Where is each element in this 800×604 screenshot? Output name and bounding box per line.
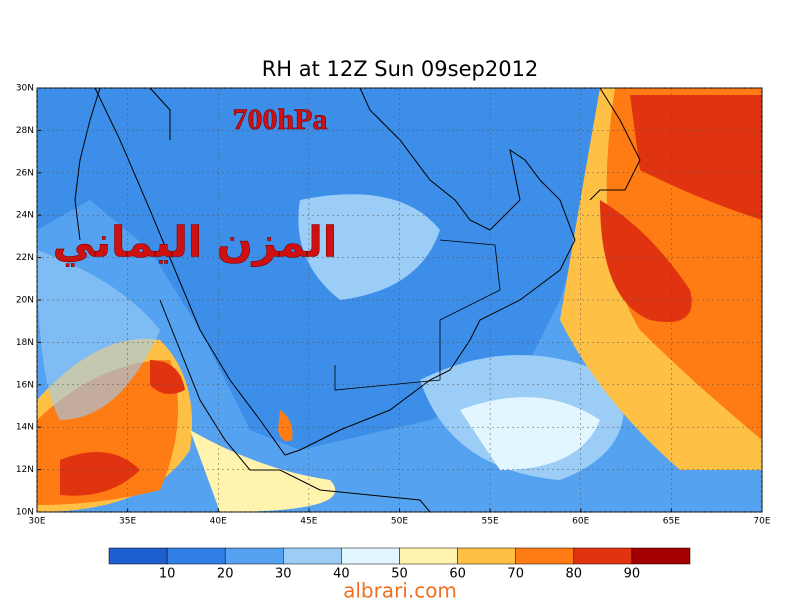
arabic-label: المزن اليماني [53,218,337,268]
lon-label: 30E [28,517,45,527]
lat-label: 16N [16,380,34,390]
colorbar-label: 20 [217,567,234,582]
footer: albrari.com [343,579,457,601]
lon-label: 65E [663,517,680,527]
colorbar-label: 30 [275,567,292,582]
colorbar-swatch [108,547,168,565]
colorbar-swatch [573,547,633,565]
colorbar-swatch [515,547,575,565]
colorbar-swatch [399,547,458,565]
lon-label: 45E [300,517,317,527]
lat-label: 30N [16,84,34,94]
lon-label: 50E [391,517,408,527]
colorbar-label: 90 [624,567,641,582]
lat-label: 20N [16,296,34,306]
colorbar-swatch [341,547,400,565]
colorbar-swatch [457,547,516,565]
title: RH at 12Z Sun 09sep2012 [262,57,539,81]
lat-label: 22N [16,253,34,263]
colorbar-swatch [166,547,226,565]
lon-label: 70E [753,517,770,527]
lat-label: 14N [16,423,34,433]
lat-label: 26N [16,168,34,178]
lat-label: 12N [16,465,34,475]
level-label: 700hPa [232,103,327,136]
colorbar-label: 50 [391,567,408,582]
colorbar-label: 80 [566,567,583,582]
lat-label: 24N [16,211,34,221]
lon-label: 55E [482,517,499,527]
lat-label: 28N [16,126,34,136]
colorbar-label: 10 [159,567,176,582]
colorbar-label: 70 [507,567,524,582]
colorbar-swatch [224,547,284,565]
lat-label: 18N [16,338,34,348]
lon-label: 35E [119,517,136,527]
colorbar-swatch [283,547,342,565]
colorbar-label: 40 [333,567,350,582]
colorbar-label: 60 [449,567,466,582]
colorbar-swatch [631,547,691,565]
lon-label: 60E [572,517,589,527]
coastlines [74,87,641,513]
lon-label: 40E [210,517,227,527]
lat-label: 10N [16,508,34,518]
